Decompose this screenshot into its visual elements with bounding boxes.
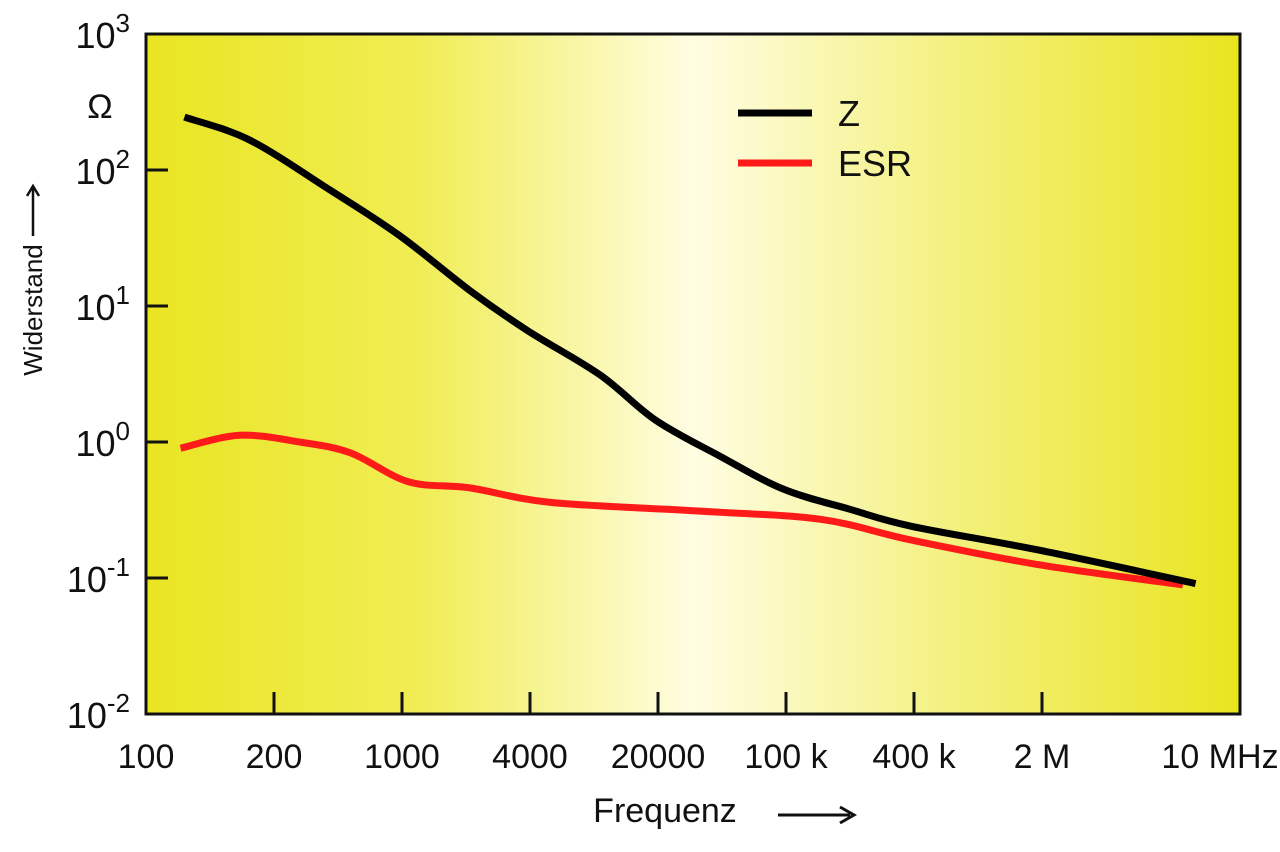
y-tick-base: 10 [67,559,107,600]
y-tick-exp: 0 [116,416,130,446]
x-tick-label: 4000 [492,738,568,776]
x-tick-label: 200 [246,738,303,776]
x-tick-label: 10 MHz [1161,738,1278,776]
y-arrow-icon [25,183,41,236]
legend-label-z: Z [838,93,860,134]
y-tick-exp: -1 [107,552,130,582]
x-tick-label: 2 M [1014,738,1071,776]
x-tick-label: 100 [118,738,175,776]
y-tick-base: 10 [67,695,107,736]
y-tick-label: 100 [75,416,130,464]
x-tick-label: 1000 [364,738,440,776]
y-tick-label: 102 [75,144,130,192]
y-tick-base: 10 [75,151,115,192]
y-unit-label: Ω [87,88,112,126]
y-tick-exp: 1 [116,280,130,310]
y-tick-label: 10-1 [67,552,130,600]
y-tick-label: 101 [75,280,130,328]
y-tick-base: 10 [75,15,115,56]
y-tick-base: 10 [75,287,115,328]
legend-label-esr: ESR [838,143,912,184]
y-tick-exp: -2 [107,688,130,718]
legend: Z ESR [738,93,912,184]
y-axis-label: Widerstand [18,244,48,376]
y-tick-exp: 2 [116,144,130,174]
plot-area [144,32,1242,716]
y-axis-title: Widerstand [18,183,48,376]
y-tick-label: 103 [75,8,130,56]
x-tick-label: 100 k [744,738,828,776]
x-tick-label: 20000 [611,738,706,776]
y-tick-label: 10-2 [67,688,130,736]
x-axis-label: Frequenz [593,792,737,830]
y-tick-base: 10 [75,423,115,464]
y-tick-exp: 3 [116,8,130,38]
x-tick-label: 400 k [872,738,956,776]
series-line-esr [179,431,1184,589]
x-arrow-icon [778,805,858,825]
series-line-z [183,113,1197,587]
